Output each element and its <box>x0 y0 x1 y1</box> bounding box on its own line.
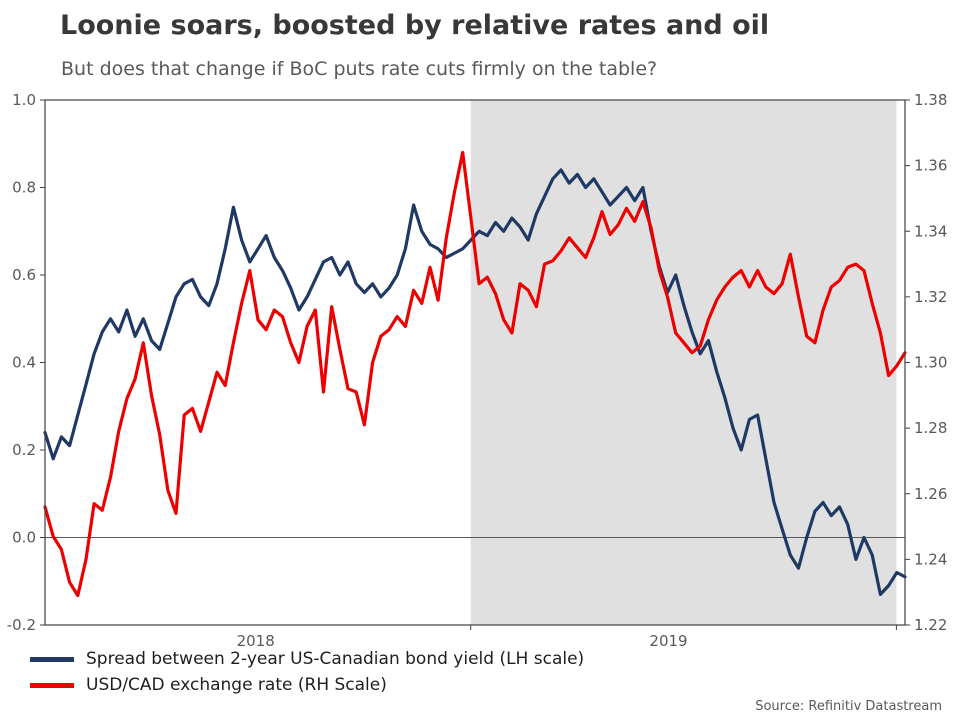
left-axis-label: 0.8 <box>12 179 36 197</box>
right-axis-label: 1.32 <box>914 288 947 306</box>
right-axis-label: 1.22 <box>914 616 947 634</box>
legend-item-spread: Spread between 2-year US-Canadian bond y… <box>30 646 584 672</box>
left-axis-label: 0.2 <box>12 441 36 459</box>
right-axis-label: 1.24 <box>914 550 947 568</box>
left-axis-label: 0.0 <box>12 529 36 547</box>
right-axis-label: 1.38 <box>914 91 947 109</box>
left-axis-label: -0.2 <box>7 616 36 634</box>
legend-item-usdcad: USD/CAD exchange rate (RH Scale) <box>30 672 584 698</box>
x-axis-year-label: 2018 <box>237 632 275 650</box>
chart-title: Loonie soars, boosted by relative rates … <box>60 10 770 41</box>
x-axis-year-label: 2019 <box>649 632 687 650</box>
source-note: Source: Refinitiv Datastream <box>755 699 942 714</box>
right-axis-label: 1.34 <box>914 222 947 240</box>
chart-legend: Spread between 2-year US-Canadian bond y… <box>30 646 584 698</box>
left-axis-label: 0.4 <box>12 354 36 372</box>
right-axis-label: 1.28 <box>914 419 947 437</box>
legend-swatch-spread <box>30 656 74 662</box>
legend-label-spread: Spread between 2-year US-Canadian bond y… <box>86 649 585 669</box>
series-line-0 <box>43 168 907 597</box>
left-axis-label: 1.0 <box>12 91 36 109</box>
shaded-region-2019 <box>470 100 897 625</box>
right-axis-label: 1.36 <box>914 157 947 175</box>
left-axis-label: 0.6 <box>12 266 36 284</box>
series-line-1 <box>43 150 907 598</box>
legend-swatch-usdcad <box>30 682 74 688</box>
right-axis-label: 1.30 <box>914 354 947 372</box>
legend-label-usdcad: USD/CAD exchange rate (RH Scale) <box>86 675 387 695</box>
chart-subtitle: But does that change if BoC puts rate cu… <box>61 58 658 80</box>
right-axis-label: 1.26 <box>914 485 947 503</box>
